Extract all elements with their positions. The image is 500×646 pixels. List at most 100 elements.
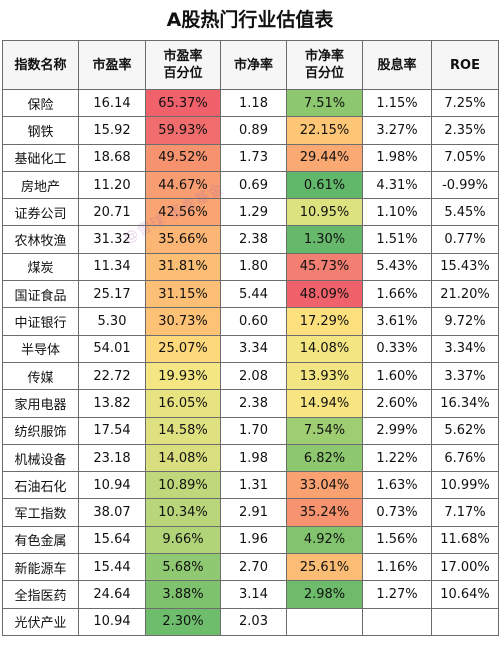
table-row: 新能源车 15.44 5.68% 2.70 25.61% 1.16% 17.00% (2, 553, 499, 582)
cell-dividend: 1.15% (362, 88, 432, 118)
table-row: 国证食品 25.17 31.15% 5.44 48.09% 1.66% 21.20% (2, 280, 499, 309)
cell-index-name: 家用电器 (2, 389, 79, 418)
cell-pe-percentile: 42.56% (145, 198, 221, 227)
cell-pe: 24.64 (78, 580, 146, 609)
cell-pe: 18.68 (78, 143, 146, 172)
cell-pb-percentile: 4.92% (286, 525, 363, 555)
cell-pe-percentile: 3.88% (145, 580, 221, 609)
cell-dividend: 1.60% (362, 361, 432, 391)
cell-dividend: 1.22% (362, 443, 432, 473)
cell-roe: 3.34% (431, 334, 499, 363)
cell-pe-percentile: 25.07% (145, 334, 221, 363)
cell-index-name: 新能源车 (2, 553, 79, 582)
col-header-pb-percentile: 市净率 百分位 (286, 40, 363, 90)
table-row: 中证银行 5.30 30.73% 0.60 17.29% 3.61% 9.72% (2, 307, 499, 336)
cell-pe: 5.30 (78, 307, 146, 336)
cell-pe-percentile: 31.81% (145, 252, 221, 282)
cell-pb-percentile: 17.29% (286, 307, 363, 336)
cell-index-name: 军工指数 (2, 498, 79, 527)
cell-pe: 23.18 (78, 443, 146, 473)
cell-pe: 11.20 (78, 170, 146, 200)
cell-roe: 0.77% (431, 225, 499, 254)
cell-roe: 7.05% (431, 143, 499, 172)
cell-roe: 10.99% (431, 471, 499, 500)
cell-pe-percentile: 10.34% (145, 498, 221, 527)
table-row: 煤炭 11.34 31.81% 1.80 45.73% 5.43% 15.43% (2, 252, 499, 282)
cell-pe-percentile: 14.58% (145, 416, 221, 445)
cell-pe: 15.92 (78, 116, 146, 145)
cell-dividend (362, 607, 432, 636)
cell-pb-percentile (286, 607, 363, 636)
col-header-pb-percentile-line1: 市净率 (304, 49, 344, 64)
cell-pb: 0.69 (220, 170, 287, 200)
cell-dividend: 2.99% (362, 416, 432, 445)
cell-pe: 10.94 (78, 607, 146, 636)
cell-roe: -0.99% (431, 170, 499, 200)
cell-pb: 2.38 (220, 225, 287, 254)
cell-index-name: 农林牧渔 (2, 225, 79, 254)
cell-index-name: 中证银行 (2, 307, 79, 336)
cell-index-name: 煤炭 (2, 252, 79, 282)
cell-pe: 22.72 (78, 361, 146, 391)
cell-index-name: 石油石化 (2, 471, 79, 500)
cell-pe: 10.94 (78, 471, 146, 500)
cell-pb: 0.60 (220, 307, 287, 336)
cell-pe: 31.32 (78, 225, 146, 254)
cell-pe-percentile: 65.37% (145, 88, 221, 118)
table-row: 纺织服饰 17.54 14.58% 1.70 7.54% 2.99% 5.62% (2, 416, 499, 445)
cell-pe-percentile: 10.89% (145, 471, 221, 500)
cell-pb: 1.96 (220, 525, 287, 555)
cell-index-name: 纺织服饰 (2, 416, 79, 445)
cell-pe: 15.64 (78, 525, 146, 555)
cell-index-name: 保险 (2, 88, 79, 118)
cell-pe: 16.14 (78, 88, 146, 118)
cell-dividend: 1.27% (362, 580, 432, 609)
cell-dividend: 3.61% (362, 307, 432, 336)
cell-index-name: 有色金属 (2, 525, 79, 555)
cell-dividend: 1.10% (362, 198, 432, 227)
cell-pb: 1.73 (220, 143, 287, 172)
cell-pb-percentile: 10.95% (286, 198, 363, 227)
cell-pb: 1.31 (220, 471, 287, 500)
cell-pb-percentile: 29.44% (286, 143, 363, 172)
col-header-index-name: 指数名称 (2, 40, 79, 90)
cell-index-name: 光伏产业 (2, 607, 79, 636)
cell-dividend: 4.31% (362, 170, 432, 200)
table-row: 军工指数 38.07 10.34% 2.91 35.24% 0.73% 7.17% (2, 498, 499, 527)
cell-pe: 25.17 (78, 280, 146, 309)
cell-pb-percentile: 0.61% (286, 170, 363, 200)
cell-pe: 17.54 (78, 416, 146, 445)
cell-roe: 5.45% (431, 198, 499, 227)
col-header-pe-percentile: 市盈率 百分位 (145, 40, 221, 90)
cell-dividend: 1.16% (362, 553, 432, 582)
cell-index-name: 半导体 (2, 334, 79, 363)
cell-dividend: 1.51% (362, 225, 432, 254)
cell-pb-percentile: 1.30% (286, 225, 363, 254)
cell-pe-percentile: 5.68% (145, 553, 221, 582)
col-header-pb: 市净率 (220, 40, 287, 90)
cell-roe: 5.62% (431, 416, 499, 445)
cell-dividend: 0.33% (362, 334, 432, 363)
table-row: 证券公司 20.71 42.56% 1.29 10.95% 1.10% 5.45% (2, 198, 499, 227)
cell-dividend: 2.60% (362, 389, 432, 418)
cell-pe: 13.82 (78, 389, 146, 418)
table-row: 农林牧渔 31.32 35.66% 2.38 1.30% 1.51% 0.77% (2, 225, 499, 254)
cell-pe-percentile: 19.93% (145, 361, 221, 391)
cell-index-name: 机械设备 (2, 443, 79, 473)
cell-pe-percentile: 30.73% (145, 307, 221, 336)
cell-pe: 20.71 (78, 198, 146, 227)
cell-pb-percentile: 22.15% (286, 116, 363, 145)
cell-roe: 17.00% (431, 553, 499, 582)
cell-roe: 7.25% (431, 88, 499, 118)
cell-pb: 0.89 (220, 116, 287, 145)
cell-roe: 3.37% (431, 361, 499, 391)
cell-roe: 9.72% (431, 307, 499, 336)
cell-pb-percentile: 14.94% (286, 389, 363, 418)
table-row: 有色金属 15.64 9.66% 1.96 4.92% 1.56% 11.68% (2, 525, 499, 555)
table-row: 保险 16.14 65.37% 1.18 7.51% 1.15% 7.25% (2, 88, 499, 118)
cell-pb-percentile: 33.04% (286, 471, 363, 500)
cell-pb-percentile: 35.24% (286, 498, 363, 527)
cell-index-name: 房地产 (2, 170, 79, 200)
cell-pb-percentile: 25.61% (286, 553, 363, 582)
cell-pb: 1.29 (220, 198, 287, 227)
